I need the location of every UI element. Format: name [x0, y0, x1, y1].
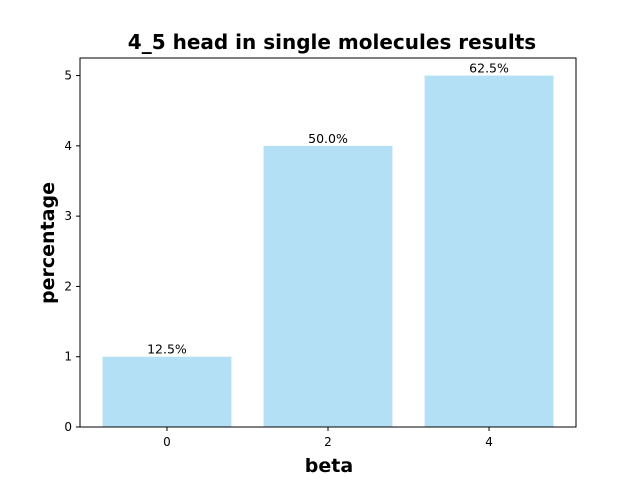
bar-2 — [263, 145, 393, 427]
y-tick-label-4: 4 — [64, 139, 72, 153]
x-tick-label-2: 2 — [324, 435, 332, 449]
x-axis-ticks: 0 2 4 — [163, 427, 493, 449]
y-tick-label-3: 3 — [64, 209, 72, 223]
chart-title: 4_5 head in single molecules results — [128, 30, 536, 54]
bar-4 — [424, 75, 554, 428]
axes-frame — [79, 57, 577, 428]
y-tick-label-2: 2 — [64, 279, 72, 293]
x-tick-label-4: 4 — [485, 435, 493, 449]
y-tick-label-5: 5 — [64, 69, 72, 83]
y-axis-label: percentage — [37, 182, 59, 304]
data-label-4: 62.5% — [469, 61, 509, 76]
data-labels-group: 12.5% 50.0% 62.5% — [147, 61, 509, 357]
bars-group — [102, 75, 554, 428]
y-tick-label-1: 1 — [64, 350, 72, 364]
y-axis-ticks: 0 1 2 3 4 5 — [64, 69, 80, 434]
x-axis-label: beta — [305, 455, 353, 477]
data-label-0: 12.5% — [147, 342, 187, 357]
bar-0 — [102, 356, 232, 427]
data-label-2: 50.0% — [308, 131, 348, 146]
y-tick-label-0: 0 — [64, 420, 72, 434]
x-tick-label-0: 0 — [163, 435, 171, 449]
